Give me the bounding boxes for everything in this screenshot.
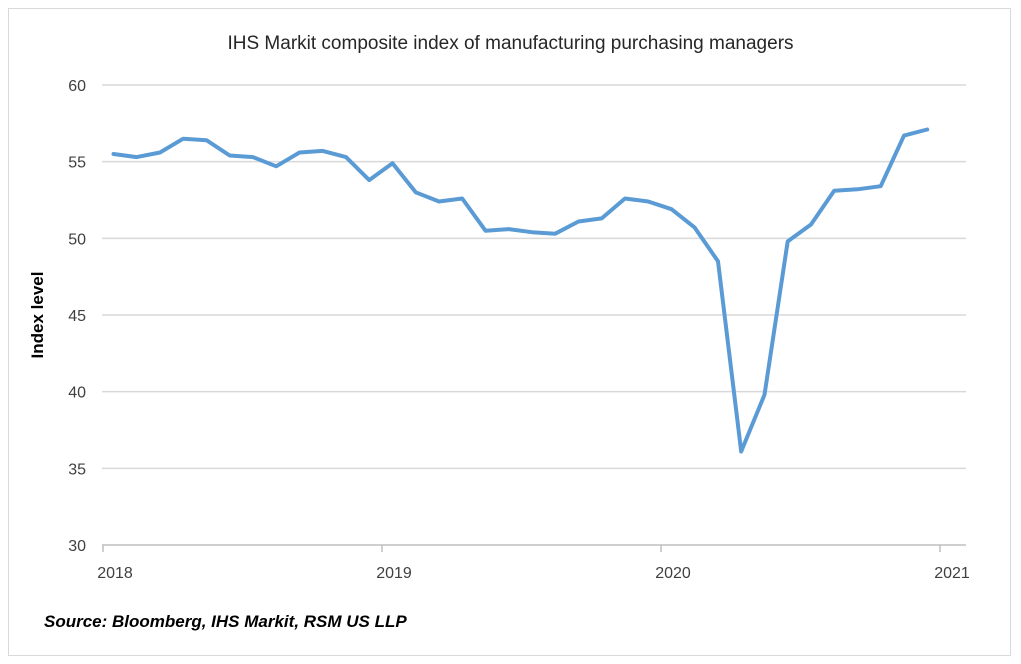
y-tick-label: 55: [68, 155, 86, 172]
x-tick-label: 2021: [934, 565, 970, 582]
y-tick-label: 30: [68, 538, 86, 555]
y-tick-label: 60: [68, 78, 86, 95]
y-tick-label: 40: [68, 385, 86, 402]
y-tick-label: 50: [68, 231, 86, 248]
x-tick-label: 2020: [655, 565, 691, 582]
series-line: [111, 127, 930, 454]
y-tick-label: 35: [68, 461, 86, 478]
source-note: Source: Bloomberg, IHS Markit, RSM US LL…: [44, 612, 407, 631]
x-tick-label: 2019: [376, 565, 412, 582]
x-tick-label: 2018: [97, 565, 133, 582]
chart-frame: [8, 8, 1011, 656]
y-tick-label: 45: [68, 308, 86, 325]
chart-title: IHS Markit composite index of manufactur…: [227, 33, 794, 54]
